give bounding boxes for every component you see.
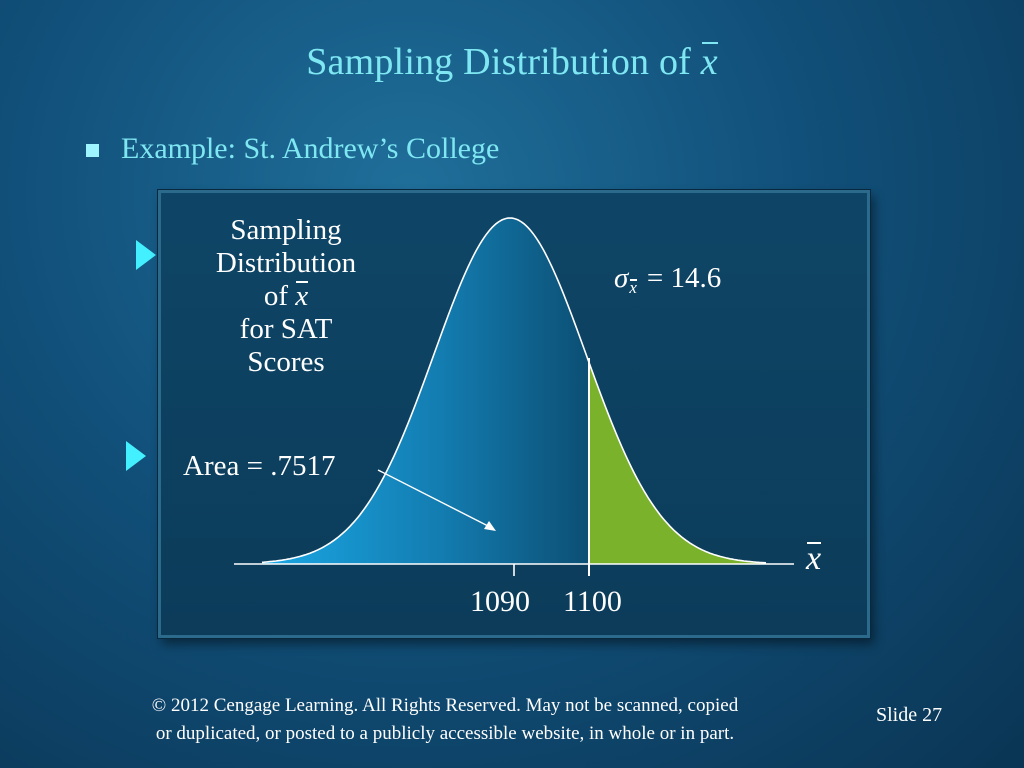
arrowhead-icon xyxy=(484,521,496,531)
caption-line: Scores xyxy=(247,346,325,378)
bullet-text: Example: St. Andrew’s College xyxy=(121,132,500,165)
footer-line: or duplicated, or posted to a publicly a… xyxy=(155,723,735,744)
area-below-1100 xyxy=(262,218,589,564)
caption-line: Distribution xyxy=(215,247,357,279)
area-label: Area = .7517 xyxy=(183,450,336,482)
area-above-1100 xyxy=(589,362,766,564)
copyright-footer: © 2012 Cengage Learning. All Rights Rese… xyxy=(60,692,830,748)
tick-label-cutoff: 1100 xyxy=(563,585,622,618)
sigma-value: = 14.6 xyxy=(646,262,722,294)
slide-number: Slide 27 xyxy=(876,704,943,726)
caption-line: Sampling xyxy=(230,214,342,246)
caption-of: of xyxy=(263,280,289,312)
sigma-subscript: x xyxy=(629,278,637,297)
tick-label-mean: 1090 xyxy=(470,585,530,618)
slide-title: Sampling Distribution of x xyxy=(0,40,1024,84)
bullet-example: Example: St. Andrew’s College xyxy=(86,132,499,166)
sigma-symbol: σ xyxy=(614,262,629,294)
area-pointer-arrow xyxy=(377,469,493,529)
arrow-bullet-icon xyxy=(126,441,146,471)
standard-error-label: σ x = 14.6 xyxy=(614,262,722,297)
x-bar-symbol: x xyxy=(295,280,309,312)
x-bar-symbol: x xyxy=(700,41,718,83)
distribution-caption: Sampling Distribution of x for SAT Score… xyxy=(186,214,386,379)
caption-line: for SAT xyxy=(239,313,333,345)
footer-line: © 2012 Cengage Learning. All Rights Rese… xyxy=(151,695,739,716)
normal-curve xyxy=(261,217,767,564)
caption-line: of x xyxy=(186,280,386,313)
square-bullet-icon xyxy=(86,143,99,157)
arrow-bullet-icon xyxy=(136,240,156,270)
x-axis-symbol: x xyxy=(806,540,822,577)
slide-title-text: Sampling Distribution of xyxy=(306,41,692,83)
